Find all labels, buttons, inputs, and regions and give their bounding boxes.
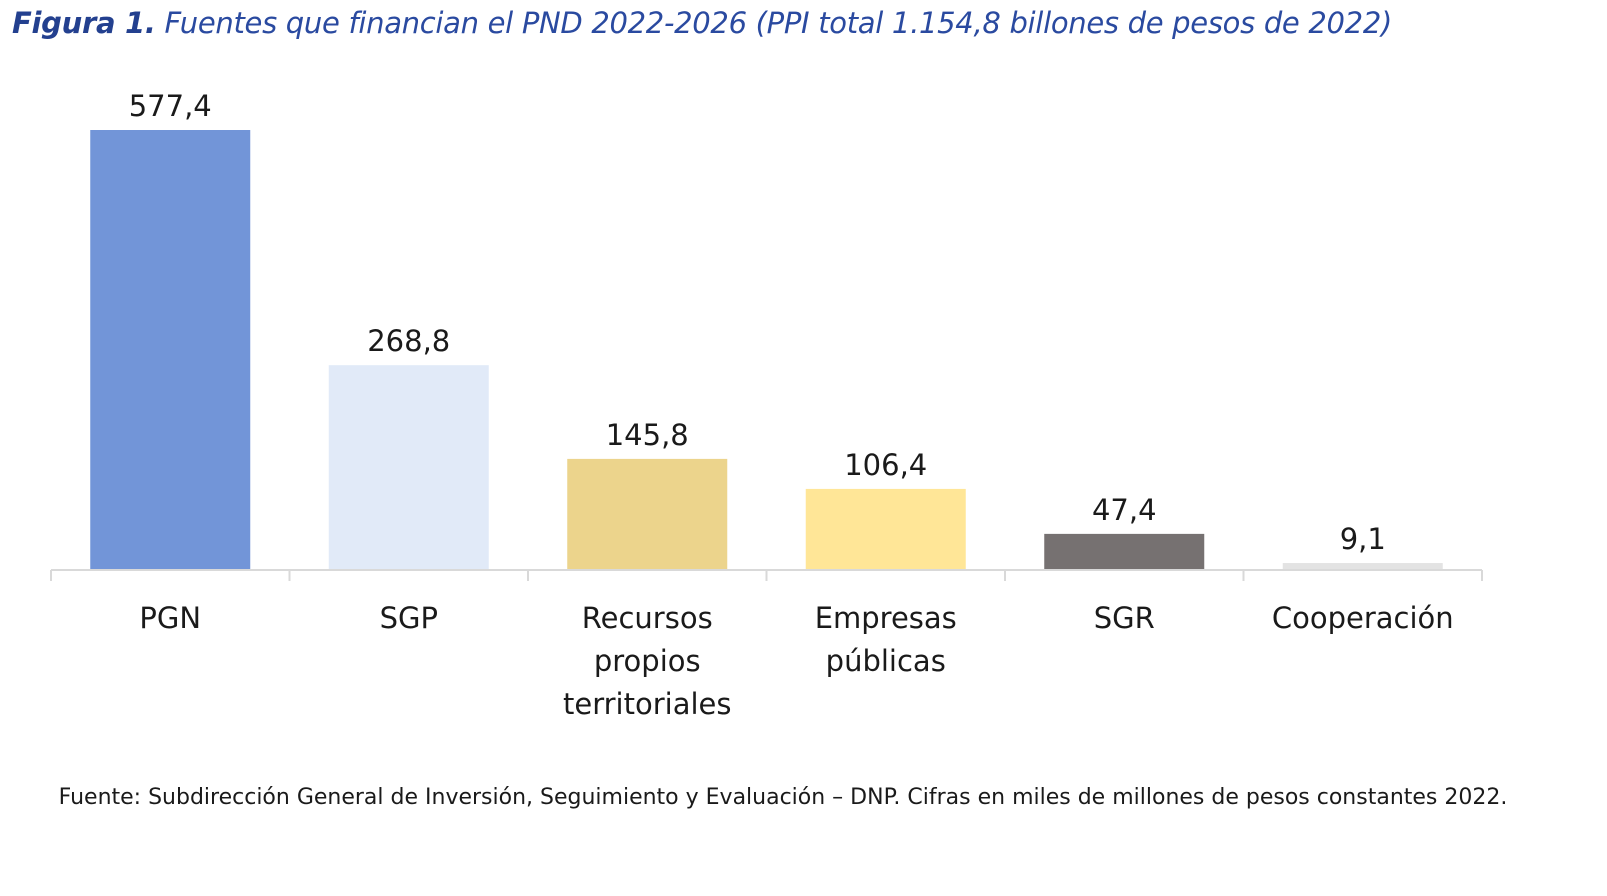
- category-label-4-0: SGR: [1094, 601, 1155, 635]
- bar-5: [1282, 563, 1443, 570]
- data-label-1: 268,8: [367, 324, 450, 358]
- bar-0: [90, 130, 251, 570]
- data-label-2: 145,8: [606, 418, 689, 452]
- category-label-2-0: Recursos: [582, 601, 713, 635]
- bar-chart: 577,4 PGN 268,8 SGP 145,8 Recursos propios terr…: [50, 89, 1483, 721]
- data-label-4: 47,4: [1092, 493, 1157, 527]
- source-note: Fuente: Subdirección General de Inversió…: [58, 785, 1508, 810]
- bar-3: [805, 488, 966, 570]
- category-label-3-1: públicas: [826, 644, 946, 678]
- category-label-2-1: propios: [594, 644, 701, 678]
- category-label-2-2: territoriales: [563, 687, 731, 721]
- bar-2: [567, 458, 728, 570]
- category-label-1-0: SGP: [380, 601, 438, 635]
- data-label-3: 106,4: [844, 448, 927, 482]
- category-label-3-0: Empresas: [815, 601, 957, 635]
- data-label-5: 9,1: [1340, 522, 1386, 556]
- data-label-0: 577,4: [129, 89, 212, 123]
- figure-caption: Fuentes que financian el PND 2022-2026 (…: [164, 6, 1393, 40]
- category-label-0-0: PGN: [139, 601, 201, 635]
- bar-1: [328, 365, 489, 570]
- figure-number: Figura 1.: [12, 6, 156, 40]
- bar-4: [1044, 533, 1205, 570]
- category-label-5-0: Cooperación: [1272, 601, 1454, 635]
- chart-title: Figura 1. Fuentes que financian el PND 2…: [12, 6, 1392, 40]
